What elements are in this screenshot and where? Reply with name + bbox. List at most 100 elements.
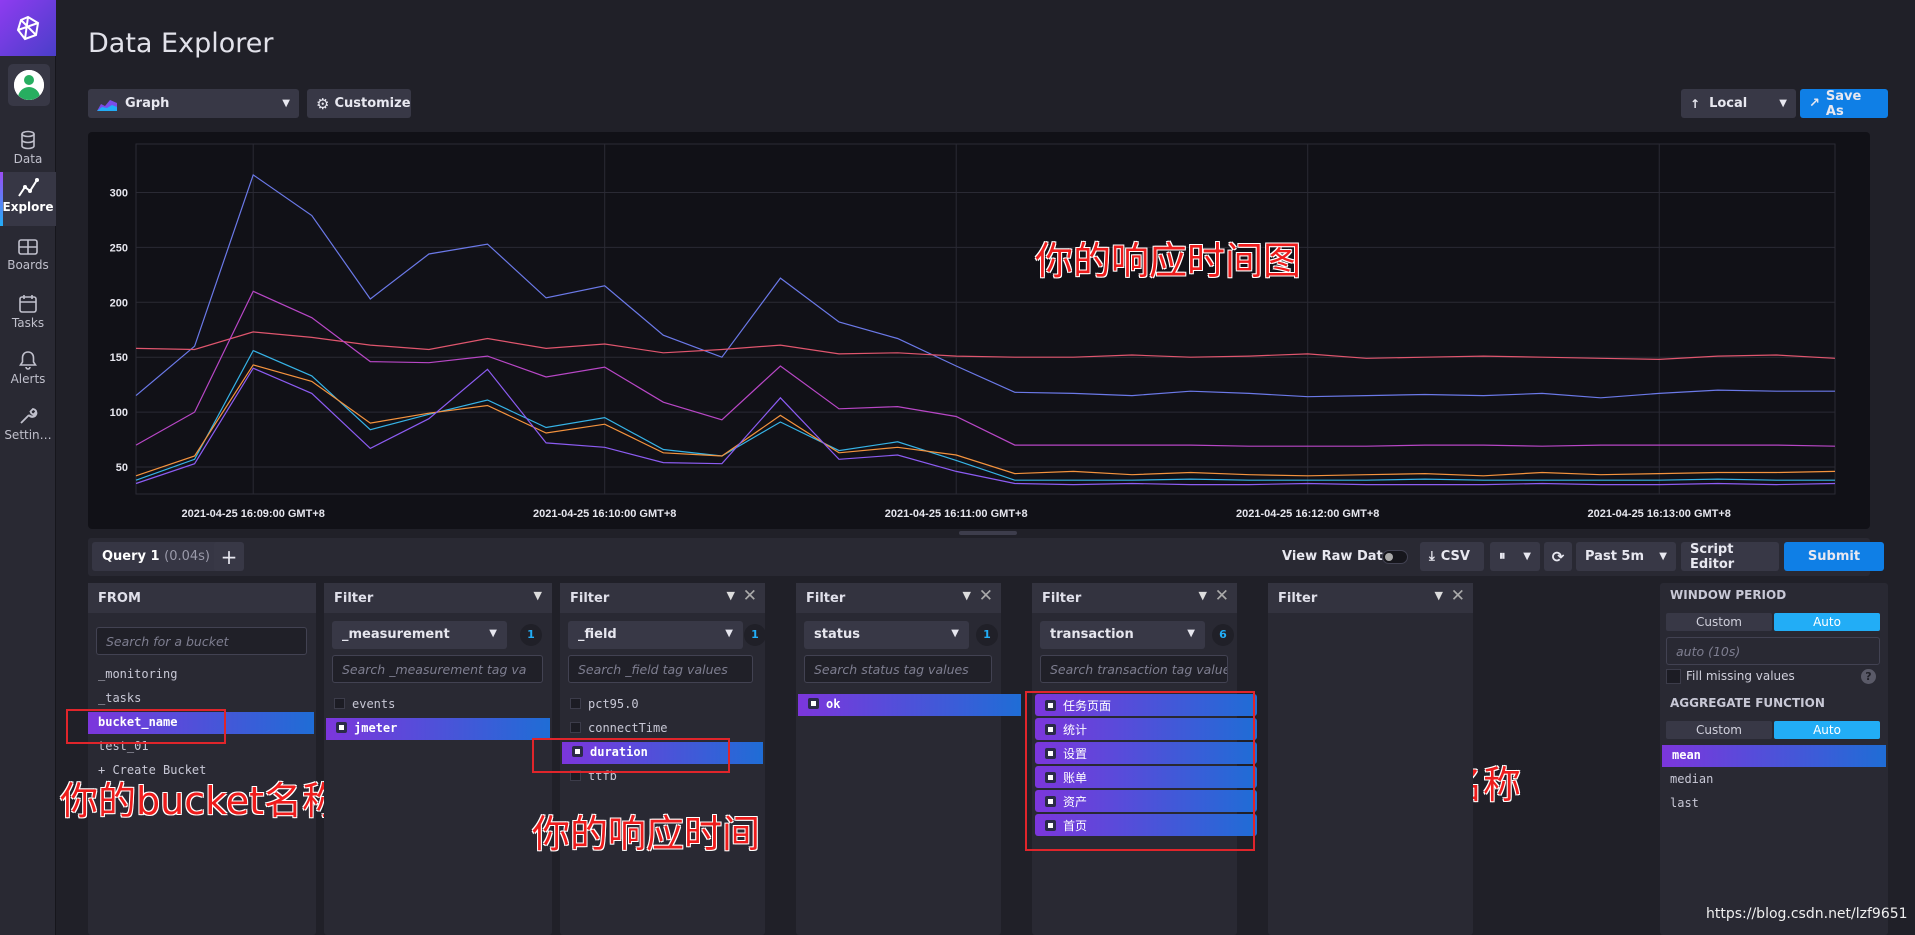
filter-heading: Filter ▼ ✕ <box>1268 583 1473 613</box>
transaction-value-item[interactable]: 设置 <box>1035 742 1257 764</box>
time-range-dropdown[interactable]: Past 5m ▼ <box>1576 542 1676 571</box>
transaction-value-item[interactable]: 账单 <box>1035 766 1257 788</box>
chevron-down-icon: ▼ <box>1523 551 1531 562</box>
nav-item-alerts[interactable]: Alerts <box>0 344 56 398</box>
nav-item-settings[interactable]: Settin… <box>0 400 56 454</box>
function-item[interactable]: last <box>1670 796 1699 810</box>
csv-button[interactable]: ⤓ CSV <box>1420 542 1484 571</box>
aggregate-custom-toggle[interactable]: Custom <box>1666 721 1772 739</box>
resize-handle[interactable] <box>959 531 1017 535</box>
nav-item-explore[interactable]: Explore <box>0 172 56 226</box>
user-avatar-icon <box>14 70 44 100</box>
page-title: Data Explorer <box>88 28 274 59</box>
autorefresh-dropdown[interactable]: ⏸ ▼ <box>1490 542 1540 571</box>
transaction-value-item[interactable]: 统计 <box>1035 718 1257 740</box>
window-auto-toggle[interactable]: Auto <box>1774 613 1880 631</box>
tag-value-item[interactable]: events <box>324 694 552 716</box>
field-key-dropdown[interactable]: _field ▼ <box>568 621 743 649</box>
measurement-key-dropdown[interactable]: _measurement ▼ <box>332 621 507 649</box>
filter-card-field: Filter ▼ ✕ _field ▼ 1 Search _field tag val… <box>560 583 766 935</box>
database-icon <box>21 130 35 150</box>
view-type-label: Graph <box>125 96 170 111</box>
checkbox-icon <box>1045 772 1056 783</box>
checkbox-icon <box>570 698 581 709</box>
from-heading: FROM <box>88 583 316 613</box>
checkbox-icon <box>572 746 583 757</box>
bucket-item-tasks[interactable]: _tasks <box>98 691 142 705</box>
nav-item-tasks[interactable]: Tasks <box>0 288 56 342</box>
filter-heading-label: Filter <box>570 591 610 606</box>
tag-value-item[interactable]: connectTime <box>560 718 765 740</box>
transaction-value-item[interactable]: 首页 <box>1035 814 1257 836</box>
close-icon[interactable]: ✕ <box>742 586 757 606</box>
nav-item-data[interactable]: Data <box>0 124 56 178</box>
avatar[interactable] <box>8 64 50 106</box>
response-time-chart[interactable]: 50 100 150 200 250 300 2021-04-25 16:09:00 GMT… <box>88 132 1870 529</box>
refresh-icon: ⟳ <box>1551 547 1565 566</box>
bucket-search-input[interactable]: Search for a bucket <box>96 627 307 655</box>
transaction-key-dropdown[interactable]: transaction ▼ <box>1040 621 1205 649</box>
customize-button[interactable]: ⚙ Customize <box>307 89 411 118</box>
transaction-value-item[interactable]: 资产 <box>1035 790 1257 812</box>
add-query-button[interactable]: + <box>214 542 244 571</box>
query-tab[interactable]: Query 1 (0.04s) <box>92 542 220 571</box>
transaction-value-item[interactable]: 任务页面 <box>1035 694 1257 716</box>
script-editor-button[interactable]: Script Editor <box>1681 542 1779 572</box>
bell-icon <box>19 351 37 370</box>
create-bucket-link[interactable]: + Create Bucket <box>98 763 207 777</box>
chevron-down-icon: ▼ <box>1198 589 1207 602</box>
close-icon[interactable]: ✕ <box>978 586 993 606</box>
refresh-button[interactable]: ⟳ <box>1544 542 1572 571</box>
tag-value-item-selected[interactable]: jmeter <box>326 718 550 740</box>
transaction-value-label: 统计 <box>1063 723 1088 737</box>
window-custom-toggle[interactable]: Custom <box>1666 613 1772 631</box>
checkbox-icon <box>1045 748 1056 759</box>
influxdb-logo[interactable] <box>0 0 56 56</box>
y-tick-label: 50 <box>116 462 128 474</box>
close-icon[interactable]: ✕ <box>1450 586 1465 606</box>
chevron-down-icon: ▼ <box>951 628 959 639</box>
bucket-item-selected[interactable]: bucket_name <box>88 712 314 734</box>
close-icon[interactable]: ✕ <box>1214 586 1229 606</box>
annotation-bucket: 你的bucket名称 <box>60 779 341 823</box>
status-key-dropdown[interactable]: status ▼ <box>804 621 969 649</box>
function-item-selected[interactable]: mean <box>1662 745 1886 767</box>
submit-button[interactable]: Submit <box>1784 542 1884 571</box>
graph-panel[interactable]: 50 100 150 200 250 300 2021-04-25 16:09:00 GMT… <box>88 132 1870 529</box>
help-icon[interactable]: ? <box>1861 669 1876 684</box>
view-raw-toggle[interactable] <box>1382 550 1408 564</box>
selected-count-badge: 1 <box>976 624 998 646</box>
annotation-box-transaction <box>1025 691 1255 851</box>
field-search-input[interactable]: Search _field tag values <box>568 655 753 683</box>
aggregate-auto-toggle[interactable]: Auto <box>1774 721 1880 739</box>
chevron-down-icon: ▼ <box>962 589 971 602</box>
tag-value-item-selected[interactable]: duration <box>562 742 763 764</box>
checkbox-icon <box>570 770 581 781</box>
download-icon: ⤓ <box>1429 549 1435 564</box>
timezone-dropdown[interactable]: ↑ Local ▼ <box>1681 89 1796 118</box>
function-item[interactable]: median <box>1670 772 1714 786</box>
transaction-value-label: 首页 <box>1063 819 1088 833</box>
query-bar: Query 1 (0.04s) + View Raw Data ⤓ CSV ⏸ ▼ … <box>88 538 1884 576</box>
bucket-item-monitoring[interactable]: _monitoring <box>98 667 178 681</box>
fill-missing-checkbox[interactable] <box>1666 669 1681 684</box>
view-type-dropdown[interactable]: Graph ▼ <box>88 89 299 118</box>
tag-value-item-selected[interactable]: ok <box>798 694 1021 716</box>
transaction-search-input[interactable]: Search transaction tag values <box>1040 655 1228 683</box>
tag-value-item[interactable]: pct95.0 <box>560 694 765 716</box>
measurement-search-input[interactable]: Search _measurement tag va <box>332 655 543 683</box>
annotation-box-field <box>532 738 730 773</box>
series-line-1 <box>135 331 1836 361</box>
save-as-button[interactable]: ↗ Save As <box>1800 89 1888 119</box>
filter-heading-label: Filter <box>806 591 846 606</box>
checkbox-icon <box>1045 724 1056 735</box>
window-period-heading: WINDOW PERIOD <box>1670 588 1787 602</box>
field-key-label: _field <box>578 627 617 642</box>
annotation-box-bucket <box>66 709 226 744</box>
nav-item-boards[interactable]: Boards <box>0 232 56 286</box>
window-period-input[interactable]: auto (10s) <box>1666 637 1880 665</box>
graph-type-icon <box>97 99 117 111</box>
filter-heading-label: Filter <box>1278 591 1318 606</box>
chevron-down-icon: ▼ <box>282 98 290 109</box>
status-search-input[interactable]: Search status tag values <box>804 655 992 683</box>
